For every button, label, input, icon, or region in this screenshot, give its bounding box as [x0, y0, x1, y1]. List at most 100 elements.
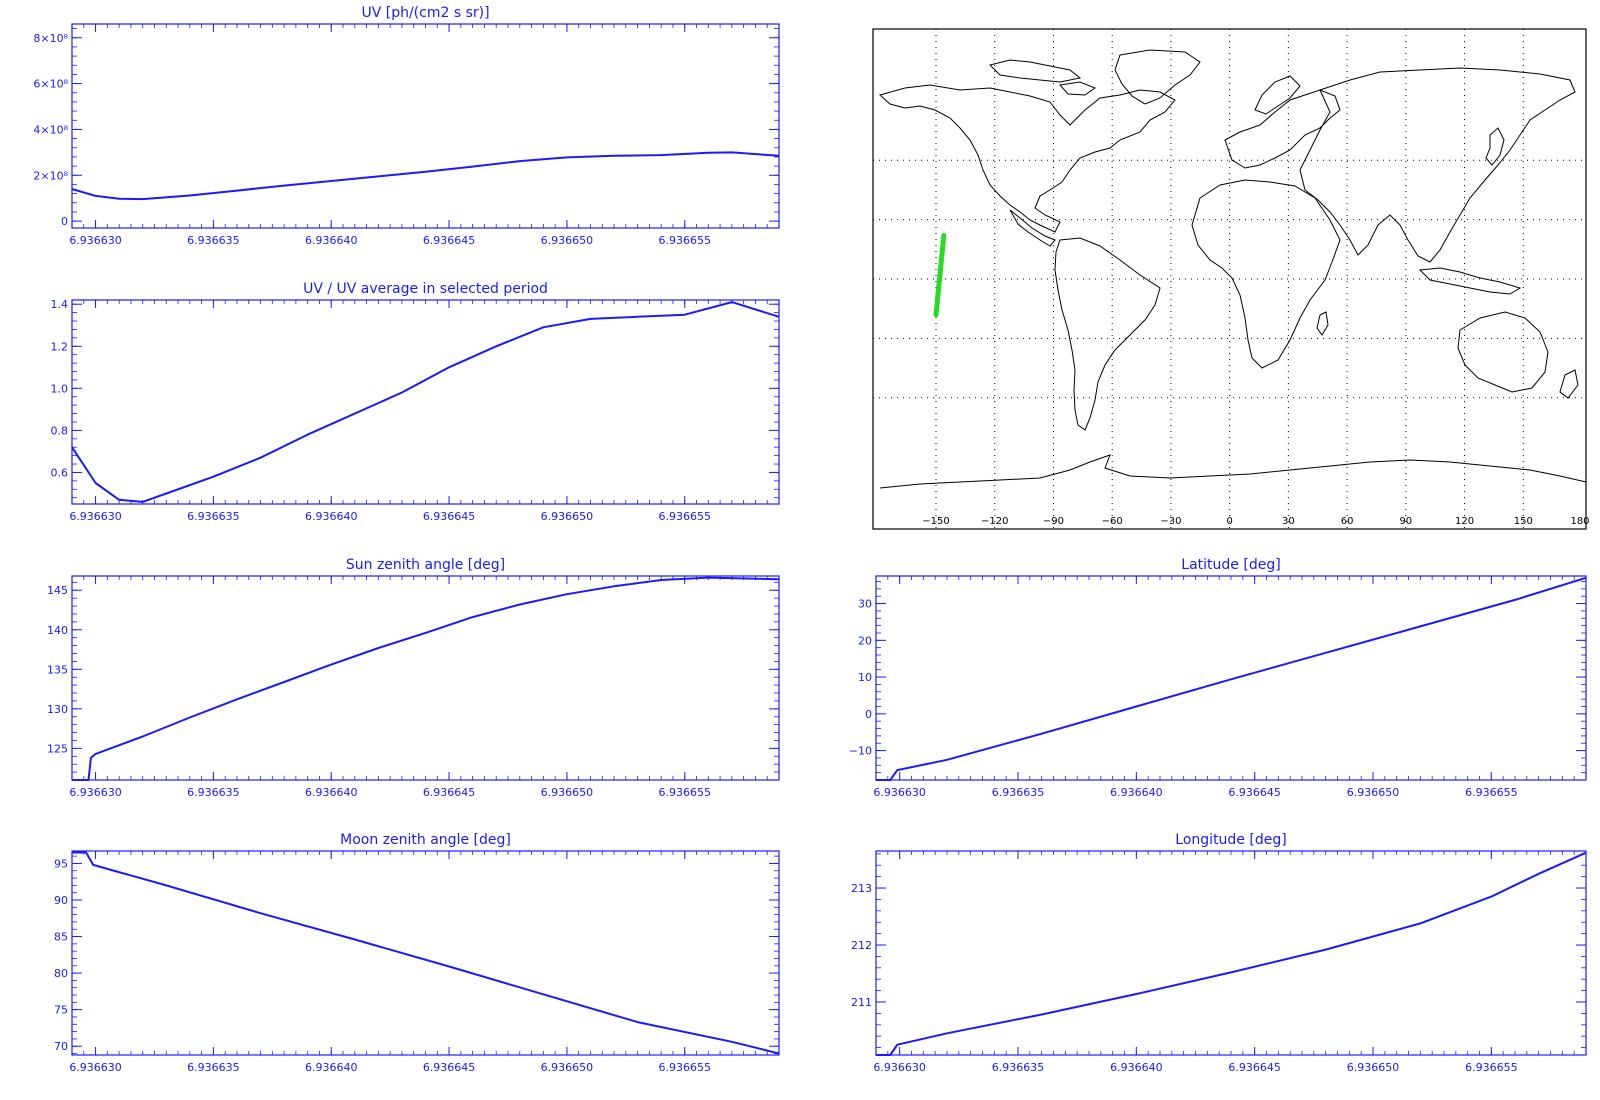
x-tick-label: 6.936640	[1110, 1061, 1163, 1074]
y-tick-label: 95	[54, 857, 68, 870]
map-coastlines	[878, 49, 1587, 489]
chart-latitude: Latitude [deg] 6.936630 6.936635 6.936640 6.…	[849, 557, 1587, 799]
y-tick-label: 130	[47, 703, 68, 716]
x-tick-label: 6.936650	[541, 510, 594, 523]
indonesia-outline	[1418, 267, 1522, 295]
x-tick-label: 6.936630	[873, 1061, 926, 1074]
y-tick-label: 1.2	[51, 340, 69, 353]
map-gridlines	[873, 29, 1586, 529]
map-lon-label: 150	[1514, 516, 1533, 527]
satellite-track	[933, 232, 947, 318]
x-tick-label: 6.936650	[541, 234, 594, 247]
x-tick-label: 6.936630	[69, 234, 122, 247]
chart-sun-zenith: Sun zenith angle [deg] 6.936630 6.936635 6.…	[47, 557, 780, 799]
x-tick-label: 6.936655	[658, 1061, 711, 1074]
y-tick-label: 135	[47, 663, 68, 676]
map-lon-label: 30	[1282, 516, 1295, 527]
greenland-outline	[1114, 49, 1201, 105]
chart-uv-ratio: UV / UV average in selected period 6.9366…	[51, 281, 780, 523]
y-tick-label: 20	[858, 634, 872, 647]
world-map-panel: −150 −120 −90 −60 −30 0 30 60 90 120 150 180	[872, 28, 1590, 530]
y-tick-label: 213	[851, 882, 872, 895]
x-tick-label: 6.936645	[423, 1061, 476, 1074]
x-tick-label: 6.936655	[658, 510, 711, 523]
y-tick-label: 6×10⁸	[33, 78, 68, 91]
y-tick-label: 212	[851, 939, 872, 952]
y-tick-label: 70	[54, 1040, 68, 1053]
x-tick-label: 6.936640	[305, 1061, 358, 1074]
x-tick-label: 6.936650	[1347, 786, 1400, 799]
chart-title: UV [ph/(cm2 s sr)]	[361, 5, 489, 21]
y-tick-label: 1.4	[51, 298, 69, 311]
map-lon-label: 60	[1341, 516, 1354, 527]
chart-panels: UV [ph/(cm2 s sr)] 6.936630 6.936635 6.9366…	[33, 5, 1587, 1074]
y-tick-label: 2×10⁸	[33, 169, 68, 182]
series-line	[876, 576, 1587, 781]
plot-frame	[875, 850, 1587, 1056]
plot-frame	[71, 575, 780, 781]
asia-outline	[1299, 67, 1576, 263]
x-tick-label: 6.936650	[541, 786, 594, 799]
y-tick-label: 4×10⁸	[33, 123, 68, 136]
x-tick-label: 6.936635	[992, 786, 1045, 799]
new-zealand-outline	[1559, 369, 1579, 399]
y-tick-label: 80	[54, 967, 68, 980]
x-tick-label: 6.936645	[1228, 1061, 1281, 1074]
map-lon-label: 90	[1399, 516, 1412, 527]
map-lon-label: 180	[1570, 516, 1589, 527]
map-lon-label: 120	[1455, 516, 1474, 527]
x-tick-label: 6.936635	[187, 510, 240, 523]
chart-uv: UV [ph/(cm2 s sr)] 6.936630 6.936635 6.9366…	[33, 5, 780, 247]
map-lon-label: −150	[922, 516, 949, 527]
x-tick-label: 6.936630	[69, 510, 122, 523]
map-lon-label: −30	[1160, 516, 1181, 527]
x-tick-label: 6.936635	[187, 786, 240, 799]
antarctica-outline	[879, 454, 1587, 489]
y-tick-label: 0	[865, 708, 872, 721]
y-tick-label: 85	[54, 931, 68, 944]
x-tick-label: 6.936645	[1228, 786, 1281, 799]
y-tick-label: 8×10⁸	[33, 32, 68, 45]
series-line	[72, 576, 780, 781]
x-tick-label: 6.936650	[1347, 1061, 1400, 1074]
y-tick-label: 75	[54, 1004, 68, 1017]
arctic-islands-outline	[989, 59, 1082, 83]
y-tick-label: 211	[851, 996, 872, 1009]
chart-title: Longitude [deg]	[1175, 832, 1286, 848]
x-tick-label: 6.936645	[423, 234, 476, 247]
chart-longitude: Longitude [deg] 6.936630 6.936635 6.936640 6…	[851, 832, 1587, 1074]
plot-frame	[71, 850, 780, 1056]
map-lon-label: −60	[1102, 516, 1123, 527]
arctic-islands-2	[1059, 81, 1097, 96]
japan-outline	[1485, 127, 1505, 166]
y-tick-label: 125	[47, 742, 68, 755]
y-tick-label: 90	[54, 894, 68, 907]
scandinavia-outline	[1254, 75, 1301, 115]
north-america-outline	[878, 84, 1176, 233]
series-line	[876, 851, 1587, 1056]
x-tick-label: 6.936655	[1465, 786, 1518, 799]
map-lon-label: 0	[1226, 516, 1232, 527]
x-tick-label: 6.936645	[423, 510, 476, 523]
x-tick-label: 6.936640	[305, 786, 358, 799]
x-tick-label: 6.936640	[305, 510, 358, 523]
x-tick-label: 6.936630	[873, 786, 926, 799]
central-america-outline	[1009, 209, 1056, 247]
y-tick-label: 0	[61, 215, 68, 228]
australia-outline	[1457, 311, 1549, 393]
x-tick-label: 6.936640	[305, 234, 358, 247]
map-lon-label: −90	[1043, 516, 1064, 527]
chart-title: Sun zenith angle [deg]	[346, 557, 505, 573]
series-line	[72, 851, 780, 1055]
x-tick-label: 6.936655	[1465, 1061, 1518, 1074]
x-tick-label: 6.936645	[423, 786, 476, 799]
x-tick-label: 6.936630	[69, 786, 122, 799]
series-line	[71, 301, 780, 503]
africa-outline	[1191, 179, 1341, 369]
series-line	[71, 151, 780, 201]
south-america-outline	[1054, 237, 1161, 431]
x-tick-label: 6.936655	[658, 786, 711, 799]
chart-title: Latitude [deg]	[1181, 557, 1280, 573]
y-tick-label: 10	[858, 671, 872, 684]
x-tick-label: 6.936635	[187, 234, 240, 247]
